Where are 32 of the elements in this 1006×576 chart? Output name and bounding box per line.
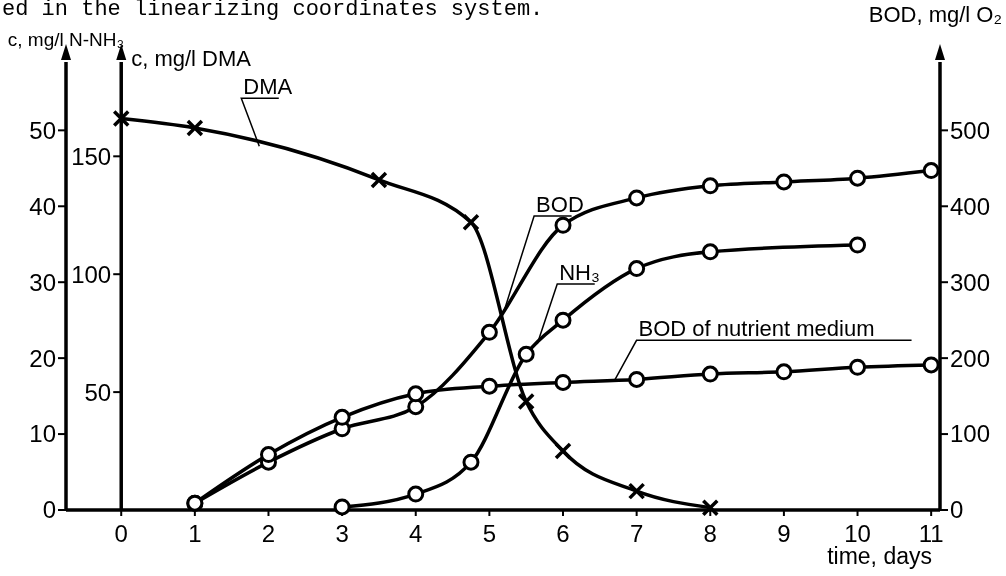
x-tick-label: 9 — [777, 520, 791, 547]
x-tick-label: 3 — [335, 520, 349, 547]
x-tick-label: 8 — [703, 520, 717, 547]
x-tick-label: 6 — [556, 520, 570, 547]
y-tick-label: 20 — [29, 344, 56, 372]
series-label: NH₃ — [559, 260, 600, 286]
y3-axis-title: BOD, mg/l O₂ — [868, 2, 1002, 27]
y2-tick-label: 100 — [71, 260, 112, 288]
y3-tick-label: 400 — [950, 192, 991, 220]
x-tick-label: 1 — [188, 520, 202, 547]
y3-tick-label: 200 — [950, 344, 991, 372]
y3-tick-label: 300 — [950, 268, 991, 296]
y2-axis-title: c, mg/l DMA — [131, 46, 252, 71]
y3-tick-label: 0 — [950, 496, 964, 524]
y3-tick-label: 500 — [950, 116, 991, 144]
series-label: BOD of nutrient medium — [638, 316, 875, 342]
y2-tick-label: 50 — [84, 378, 112, 406]
y-tick-label: 30 — [29, 268, 56, 296]
series-label: BOD — [536, 191, 584, 217]
y-tick-label: 0 — [42, 496, 56, 524]
x-tick-label: 0 — [114, 520, 128, 547]
x-tick-label: 5 — [482, 520, 497, 547]
y-tick-label: 40 — [29, 192, 56, 220]
y-axis-title: c, mg/l N-NH₃ — [7, 29, 125, 50]
x-tick-label: 4 — [409, 520, 423, 547]
x-tick-label: 7 — [629, 520, 644, 547]
y-tick-label: 10 — [29, 420, 56, 448]
y-tick-label: 50 — [29, 116, 56, 144]
series-label: DMA — [243, 74, 293, 100]
y3-tick-label: 100 — [950, 420, 991, 448]
x-tick-label: 2 — [261, 520, 276, 547]
y2-tick-label: 150 — [71, 142, 112, 170]
